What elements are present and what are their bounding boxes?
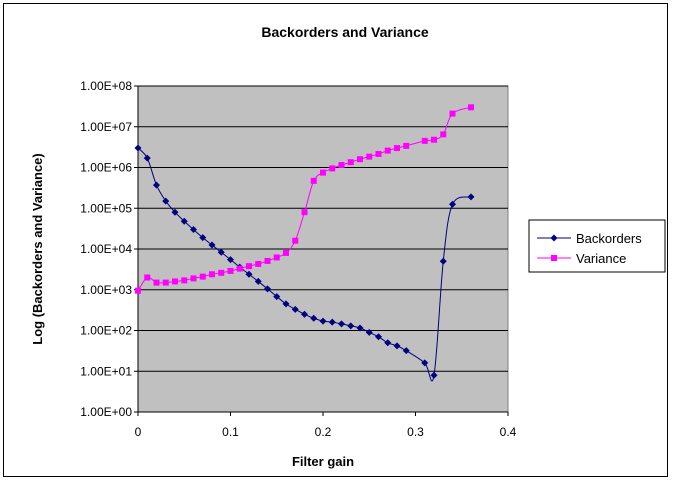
variance-point xyxy=(338,162,345,169)
backorders-point xyxy=(208,241,216,249)
backorders-point xyxy=(338,320,345,328)
variance-point xyxy=(172,278,178,285)
variance-point xyxy=(357,156,363,163)
variance-point xyxy=(440,131,447,138)
variance-point xyxy=(320,169,326,176)
backorders-point xyxy=(199,234,207,242)
variance-point xyxy=(246,263,252,270)
variance-point xyxy=(468,104,474,111)
legend-backorders-marker xyxy=(550,234,558,242)
y-tick-label: 1.00E+08 xyxy=(80,79,132,93)
variance-point xyxy=(375,150,382,157)
variance-point xyxy=(236,265,243,272)
y-tick-label: 1.00E+03 xyxy=(80,283,132,297)
chart-svg: Backorders and Variance 1.00E+00 1.00E+01… xyxy=(30,24,666,469)
backorders-point xyxy=(153,181,160,189)
legend-variance-label: Variance xyxy=(576,251,626,266)
series-group xyxy=(134,104,475,382)
backorders-point xyxy=(227,256,234,264)
backorders-point xyxy=(291,305,299,313)
x-tick-label: 0 xyxy=(135,425,142,439)
backorders-point xyxy=(143,154,151,162)
variance-point xyxy=(144,274,151,281)
variance-point xyxy=(301,209,308,216)
variance-point xyxy=(449,110,456,117)
variance-point xyxy=(403,142,410,149)
legend: Backorders Variance xyxy=(528,219,666,273)
variance-point xyxy=(190,275,197,282)
backorders-point xyxy=(356,324,364,332)
chart-title: Backorders and Variance xyxy=(261,24,429,40)
y-tick-label: 1.00E+00 xyxy=(80,405,132,419)
backorders-point xyxy=(273,293,281,301)
backorders-point xyxy=(449,200,456,208)
backorders-point xyxy=(162,197,170,205)
legend-variance-marker xyxy=(551,255,557,261)
variance-point xyxy=(292,237,299,244)
variance-point xyxy=(162,279,169,286)
backorders-point xyxy=(190,226,197,234)
backorders-point xyxy=(301,310,308,318)
variance-point xyxy=(384,147,391,154)
backorders-point xyxy=(310,314,318,322)
y-axis-ticks: 1.00E+00 1.00E+01 1.00E+02 1.00E+03 1.00E+04… xyxy=(80,79,138,419)
y-tick-label: 1.00E+05 xyxy=(80,201,132,215)
variance-point xyxy=(310,177,317,184)
backorders-point xyxy=(217,248,225,256)
variance-point xyxy=(135,287,141,294)
chart-area: Backorders and Variance 1.00E+00 1.00E+01… xyxy=(3,3,668,477)
y-tick-label: 1.00E+07 xyxy=(80,120,132,134)
variance-point xyxy=(227,267,234,274)
y-tick-label: 1.00E+01 xyxy=(80,364,132,378)
variance-point xyxy=(273,254,280,261)
backorders-point xyxy=(282,300,290,308)
x-tick-label: 0.2 xyxy=(315,425,332,439)
variance-point xyxy=(153,279,160,286)
x-tick-label: 0.4 xyxy=(500,425,517,439)
x-tick-label: 0.1 xyxy=(222,425,239,439)
backorders-point xyxy=(254,277,262,285)
backorders-point xyxy=(439,257,447,265)
backorders-point xyxy=(421,359,429,367)
y-tick-label: 1.00E+02 xyxy=(80,324,132,338)
variance-point xyxy=(209,271,215,278)
backorders-point xyxy=(245,270,253,278)
y-axis-title: Log (Backorders and Variance) xyxy=(30,153,45,344)
variance-point xyxy=(264,257,271,264)
variance-point xyxy=(394,145,400,152)
legend-backorders-label: Backorders xyxy=(576,231,642,246)
legend-box xyxy=(528,219,666,273)
variance-point xyxy=(431,136,437,143)
backorders-point xyxy=(375,333,382,341)
backorders-point xyxy=(384,339,392,347)
backorders-point xyxy=(264,285,271,293)
backorders-point xyxy=(365,328,373,336)
variance-point xyxy=(218,269,225,276)
variance-point xyxy=(421,137,428,144)
variance-point xyxy=(181,277,188,284)
y-tick-label: 1.00E+06 xyxy=(80,161,132,175)
variance-point xyxy=(283,249,289,256)
x-axis-ticks: 0 0.1 0.2 0.3 0.4 xyxy=(135,86,517,439)
variance-point xyxy=(329,165,336,172)
variance-point xyxy=(347,159,354,166)
variance-point xyxy=(366,153,373,160)
backorders-point xyxy=(134,144,142,152)
y-tick-label: 1.00E+04 xyxy=(80,242,132,256)
x-tick-label: 0.3 xyxy=(407,425,424,439)
variance-point xyxy=(199,273,206,280)
backorders-point xyxy=(393,342,401,350)
variance-point xyxy=(255,260,262,267)
backorders-point xyxy=(319,317,327,325)
backorders-point xyxy=(467,193,475,201)
backorders-point xyxy=(180,217,188,225)
backorders-point xyxy=(328,318,336,326)
backorders-point xyxy=(171,208,179,216)
backorders-point xyxy=(430,371,438,379)
backorders-point xyxy=(347,322,355,330)
backorders-point xyxy=(402,347,410,355)
x-axis-title: Filter gain xyxy=(292,454,354,469)
